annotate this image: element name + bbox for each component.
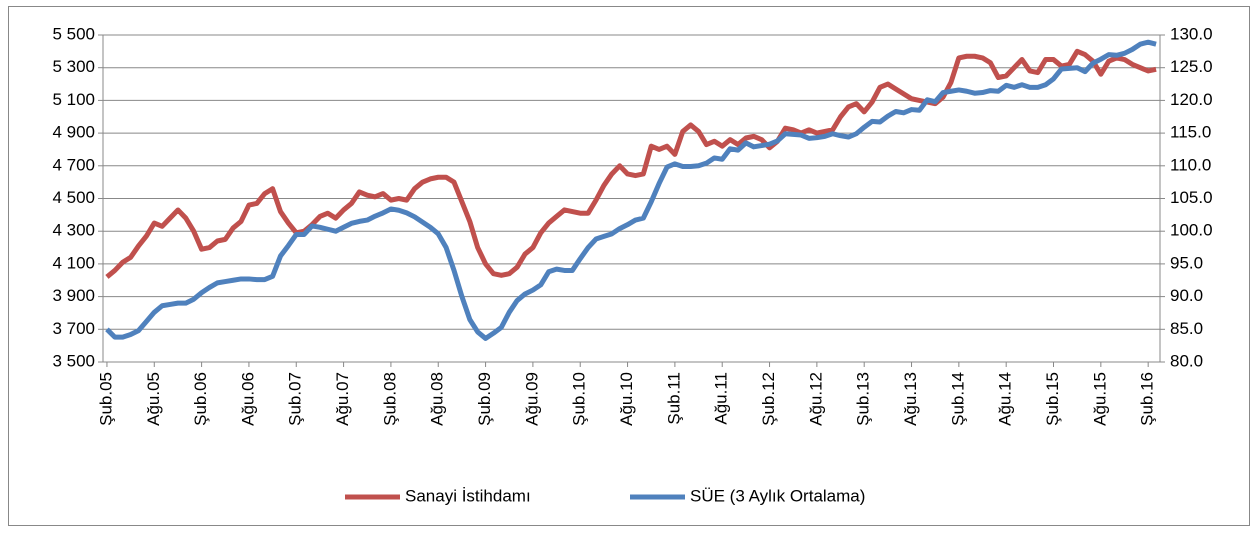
y-tick-label: 5 100: [52, 90, 95, 109]
x-tick-label: Ağu.15: [1090, 372, 1109, 426]
x-tick-label: Ağu.06: [238, 372, 257, 426]
y2-tick-label: 80.0: [1170, 351, 1203, 370]
x-tick-label: Ağu.10: [617, 372, 636, 426]
chart-border: [8, 6, 1250, 526]
y2-tick-label: 105.0: [1170, 188, 1213, 207]
y2-tick-label: 110.0: [1170, 155, 1211, 174]
y2-tick-label: 125.0: [1170, 57, 1213, 76]
y2-tick-label: 85.0: [1170, 319, 1203, 338]
y-tick-label: 4 900: [52, 123, 95, 142]
x-tick-label: Şub.13: [854, 372, 873, 426]
series-line: [105, 48, 1157, 279]
x-tick-label: Ağu.09: [522, 372, 541, 426]
series-line: [105, 39, 1157, 341]
x-tick-label: Şub.10: [570, 372, 589, 426]
x-tick-label: Şub.16: [1138, 372, 1157, 426]
x-tick-label: Şub.06: [191, 372, 210, 426]
legend-label: SÜE (3 Aylık Ortalama): [690, 486, 865, 505]
y2-tick-label: 100.0: [1170, 221, 1213, 240]
y-tick-label: 4 100: [52, 253, 95, 272]
x-tick-label: Şub.15: [1043, 372, 1062, 426]
y-tick-label: 3 500: [52, 351, 95, 370]
y-tick-label: 3 900: [52, 286, 95, 305]
y-tick-label: 3 700: [52, 319, 95, 338]
y-tick-label: 4 700: [52, 155, 95, 174]
y2-tick-label: 130.0: [1170, 24, 1213, 43]
x-tick-label: Şub.08: [380, 372, 399, 426]
x-tick-label: Şub.05: [96, 372, 115, 426]
x-tick-label: Ağu.13: [901, 372, 920, 426]
y-tick-label: 5 300: [52, 57, 95, 76]
x-tick-label: Ağu.14: [996, 372, 1015, 426]
x-tick-label: Şub.14: [948, 372, 967, 426]
x-tick-label: Ağu.08: [428, 372, 447, 426]
x-tick-label: Ağu.12: [806, 372, 825, 426]
y-tick-label: 4 300: [52, 221, 95, 240]
y2-tick-label: 120.0: [1170, 90, 1213, 109]
x-tick-label: Şub.07: [286, 372, 305, 426]
x-tick-label: Ağu.05: [144, 372, 163, 426]
x-tick-label: Şub.11: [664, 372, 683, 425]
y-tick-label: 5 500: [52, 24, 95, 43]
x-tick-label: Ağu.11: [712, 372, 731, 425]
y2-tick-label: 90.0: [1170, 286, 1203, 305]
x-tick-label: Şub.09: [475, 372, 494, 426]
y2-tick-label: 95.0: [1170, 253, 1203, 272]
y-tick-label: 4 500: [52, 188, 95, 207]
y2-tick-label: 115.0: [1170, 123, 1211, 142]
x-tick-label: Şub.12: [759, 372, 778, 426]
x-tick-label: Ağu.07: [333, 372, 352, 426]
legend-label: Sanayi İstihdamı: [405, 486, 531, 505]
